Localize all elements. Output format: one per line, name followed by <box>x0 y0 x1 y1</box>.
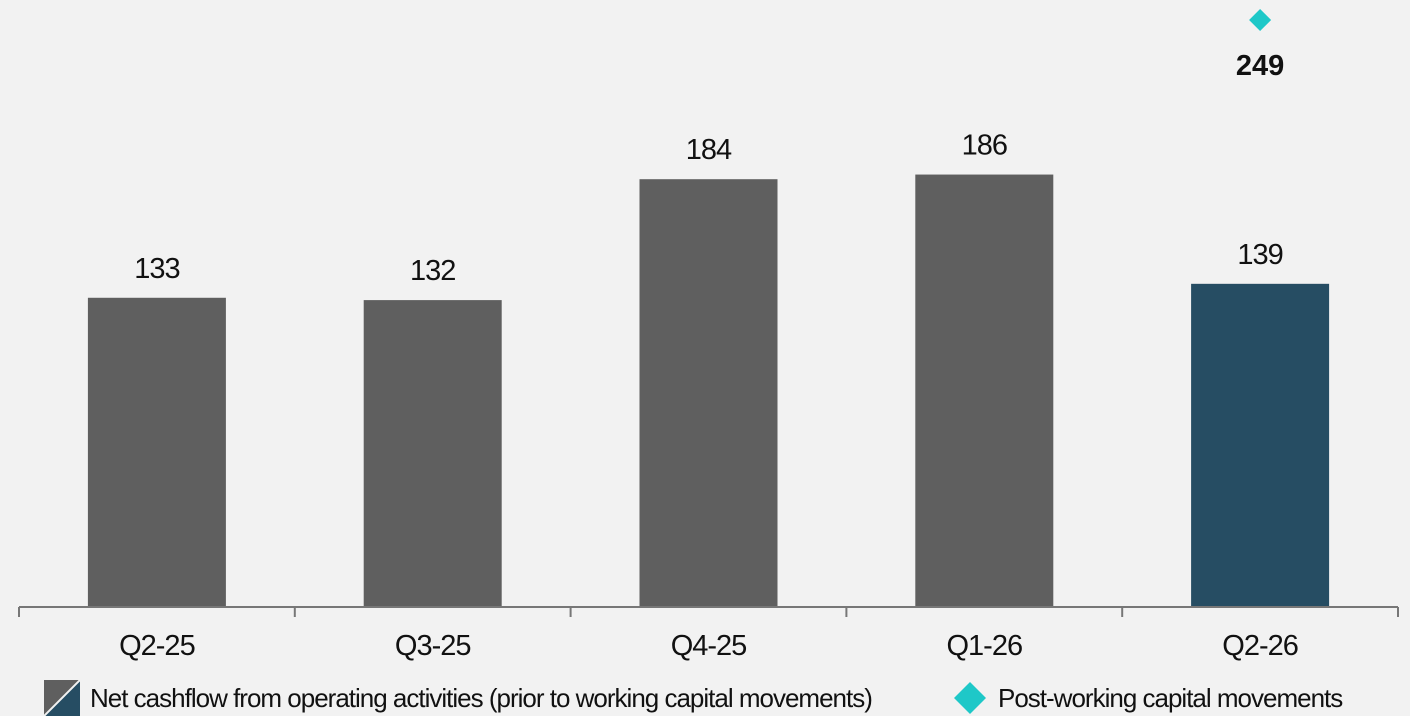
legend-label-post-working-capital: Post-working capital movements <box>998 682 1343 713</box>
legend-label-net-cashflow: Net cashflow from operating activities (… <box>90 682 873 713</box>
x-tick-label-q2-25: Q2-25 <box>119 630 195 662</box>
x-tick-label-q2-26: Q2-26 <box>1222 630 1298 662</box>
bar-q2-26 <box>1191 283 1330 607</box>
split-swatch-icon <box>44 680 80 716</box>
data-label-q3-25: 132 <box>410 255 455 287</box>
legend-item-post-working-capital: Post-working capital movements <box>952 680 1343 716</box>
x-tick-label-q4-25: Q4-25 <box>671 630 747 662</box>
data-label-q2-26: 139 <box>1237 239 1282 271</box>
x-tick-label-q1-26: Q1-26 <box>946 630 1022 662</box>
bar-q2-25 <box>87 297 226 607</box>
data-label-q2-25: 133 <box>134 253 179 285</box>
legend-item-net-cashflow: Net cashflow from operating activities (… <box>44 680 873 716</box>
diamond-icon <box>954 682 986 714</box>
bar-chart: 133 132 184 186 139 Q2-25 Q3-25 Q4-25 Q1-26 Q2-26… <box>18 9 1399 662</box>
x-tick-label-q3-25: Q3-25 <box>395 630 471 662</box>
bar-q1-26 <box>915 174 1054 608</box>
bar-q4-25 <box>639 179 778 607</box>
diamond-marker-q2-26 <box>1249 9 1272 31</box>
data-label-q1-26: 186 <box>962 130 1007 162</box>
data-label-q4-25: 184 <box>686 134 732 166</box>
marker-label-q2-26: 249 <box>1236 50 1284 82</box>
bar-q3-25 <box>363 300 502 607</box>
